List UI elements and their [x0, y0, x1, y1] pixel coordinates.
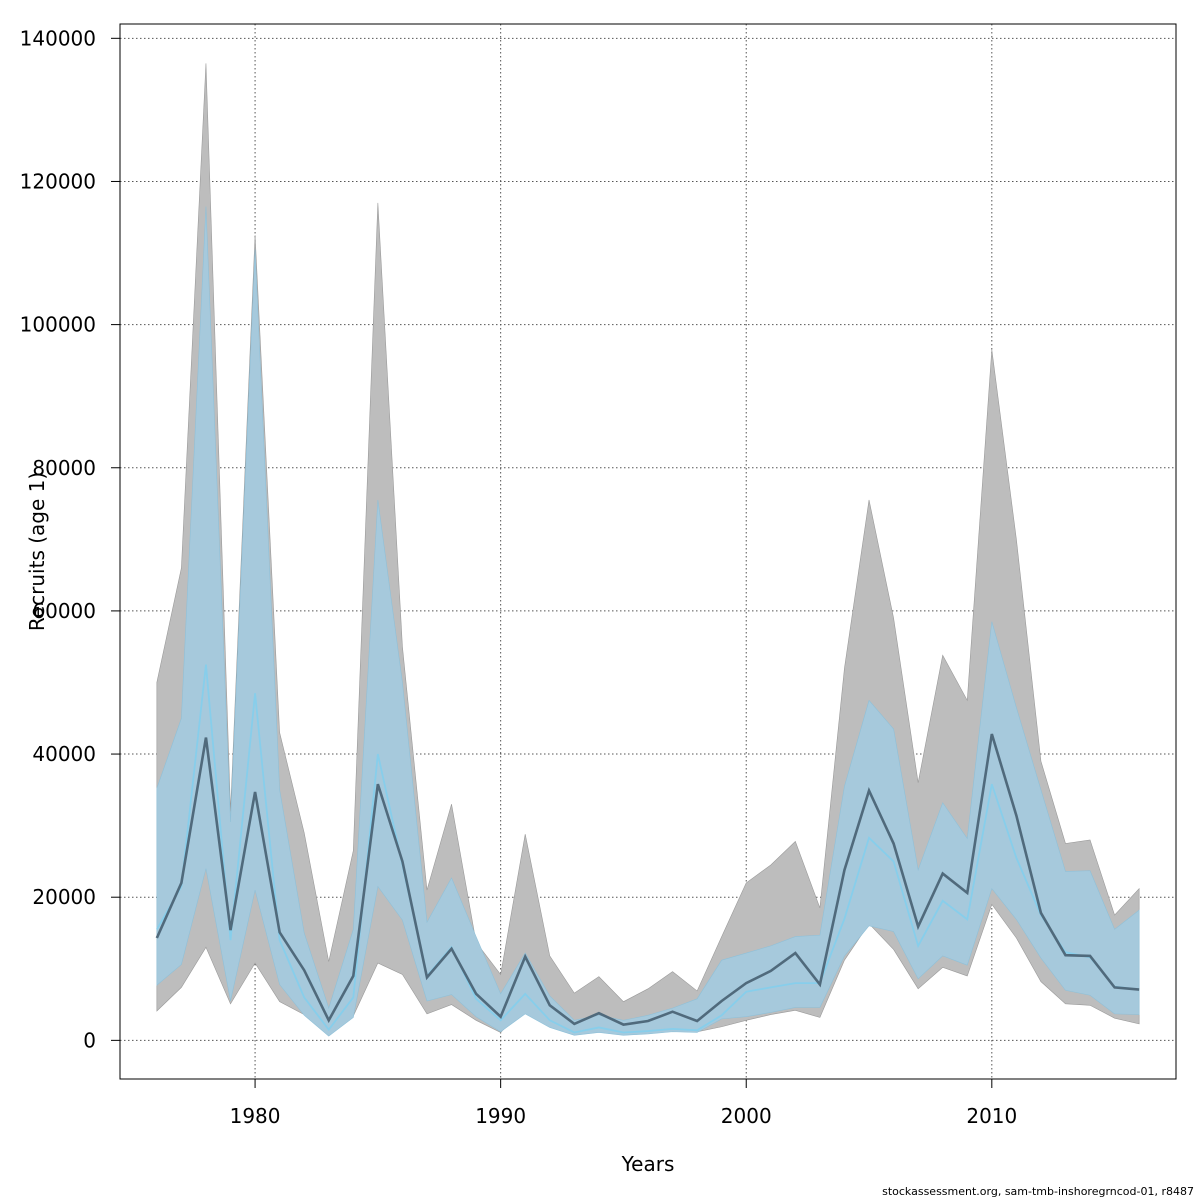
- y-tick-label-0: 0: [83, 1028, 96, 1052]
- series-line-outer: [155, 733, 1140, 1026]
- y-tick-label-80000: 80000: [32, 456, 96, 480]
- x-axis-title: Years: [621, 1152, 675, 1176]
- y-axis-ticks: 0 20000 40000 60000 80000 100000 120000 140000: [20, 26, 120, 1052]
- x-tick-label-2010: 2010: [966, 1104, 1017, 1128]
- y-tick-label-20000: 20000: [32, 885, 96, 909]
- series-lines: [155, 664, 1140, 1034]
- x-tick-label-1980: 1980: [230, 1104, 281, 1128]
- y-tick-label-140000: 140000: [20, 26, 96, 50]
- y-tick-label-60000: 60000: [32, 599, 96, 623]
- series-line-inner: [156, 664, 1140, 1034]
- y-tick-label-120000: 120000: [20, 169, 96, 193]
- y-tick-label-40000: 40000: [32, 742, 96, 766]
- plot-frame: [119, 23, 1177, 1080]
- x-axis-ticks: 1980 1990 2000 2010: [230, 1079, 1017, 1128]
- band-inner-confidence: [156, 206, 1140, 1037]
- y-tick-label-100000: 100000: [20, 313, 96, 337]
- x-tick-label-2000: 2000: [721, 1104, 772, 1128]
- confidence-bands: [156, 63, 1140, 1037]
- source-footnote: stockassessment.org, sam-tmb-inshoregrnc…: [882, 1185, 1194, 1198]
- x-tick-label-1990: 1990: [475, 1104, 526, 1128]
- y-axis-title: Recruits (age 1): [25, 472, 49, 631]
